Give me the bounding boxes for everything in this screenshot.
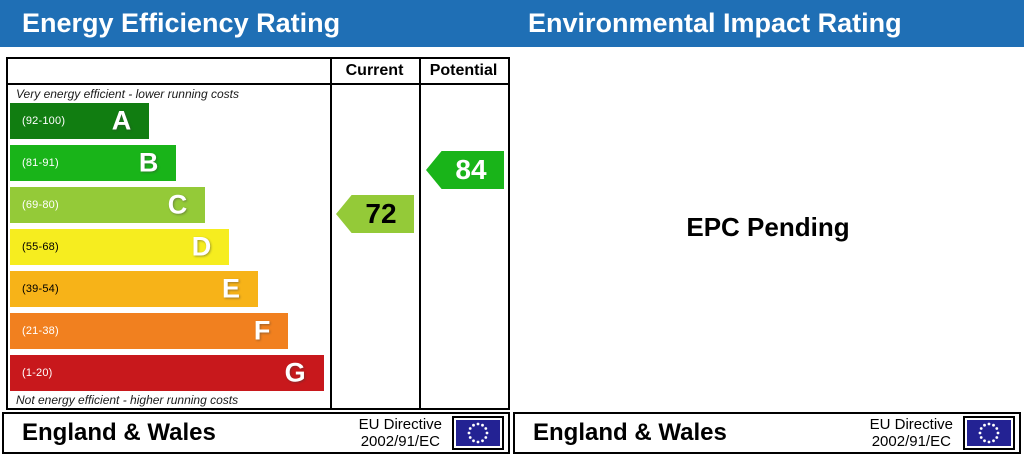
band-b-range: (81-91) [22, 157, 59, 169]
band-f-range: (21-38) [22, 325, 59, 337]
column-divider-potential [419, 59, 421, 408]
band-c-letter: C [167, 189, 188, 220]
band-a-range: (92-100) [22, 115, 66, 127]
band-d: (55-68) D [10, 229, 230, 265]
band-c-range: (69-80) [22, 199, 59, 211]
epc-pending-status: EPC Pending [686, 212, 850, 242]
band-d-letter: D [191, 231, 212, 262]
band-g: (1-20) G [10, 355, 324, 391]
footer-right: England & Wales EU Directive 2002/91/EC [513, 412, 1021, 454]
eu-directive-line1: EU Directive [869, 416, 953, 433]
rating-bands: (92-100) A (81-91) B (69-80) C (55-68) D… [10, 103, 330, 397]
eu-flag-icon [963, 416, 1015, 450]
bottom-note: Not energy efficient - higher running co… [16, 393, 239, 407]
band-b-letter: B [138, 147, 159, 178]
eu-directive-line2: 2002/91/EC [871, 433, 951, 450]
band-e: (39-54) E [10, 271, 258, 307]
current-column-header: Current [345, 62, 404, 79]
band-f: (21-38) F [10, 313, 289, 349]
environmental-impact-title: Environmental Impact Rating [528, 8, 902, 38]
column-divider-current [330, 59, 332, 408]
band-g-range: (1-20) [22, 367, 53, 379]
current-rating-value: 72 [365, 198, 397, 229]
footer-left: England & Wales EU Directive 2002/91/EC [2, 412, 510, 454]
eu-directive-line1: EU Directive [358, 416, 442, 433]
energy-efficiency-title: Energy Efficiency Rating [22, 8, 341, 38]
potential-rating-arrow: 84 [426, 151, 504, 189]
current-rating-arrow: 72 [336, 195, 414, 233]
band-f-letter: F [253, 315, 271, 346]
top-note: Very energy efficient - lower running co… [16, 87, 239, 101]
eu-directive-line2: 2002/91/EC [360, 433, 440, 450]
eu-directive-label: EU Directive 2002/91/EC [870, 416, 953, 450]
energy-efficiency-chart: Current Potential Very energy efficient … [6, 57, 510, 410]
band-c: (69-80) C [10, 187, 206, 223]
band-e-letter: E [221, 273, 240, 304]
band-d-range: (55-68) [22, 241, 59, 253]
eu-flag-icon [452, 416, 504, 450]
region-label: England & Wales [533, 419, 727, 446]
potential-column-header: Potential [429, 62, 498, 79]
band-a: (92-100) A [10, 103, 150, 139]
header-divider [8, 83, 508, 85]
band-e-range: (39-54) [22, 283, 59, 295]
eu-directive-label: EU Directive 2002/91/EC [359, 416, 442, 450]
title-bar: Energy Efficiency Rating Environmental I… [0, 0, 1024, 47]
potential-rating-value: 84 [455, 154, 487, 185]
band-a-letter: A [111, 105, 132, 136]
band-b: (81-91) B [10, 145, 177, 181]
band-g-letter: G [284, 357, 306, 388]
region-label: England & Wales [22, 419, 216, 446]
